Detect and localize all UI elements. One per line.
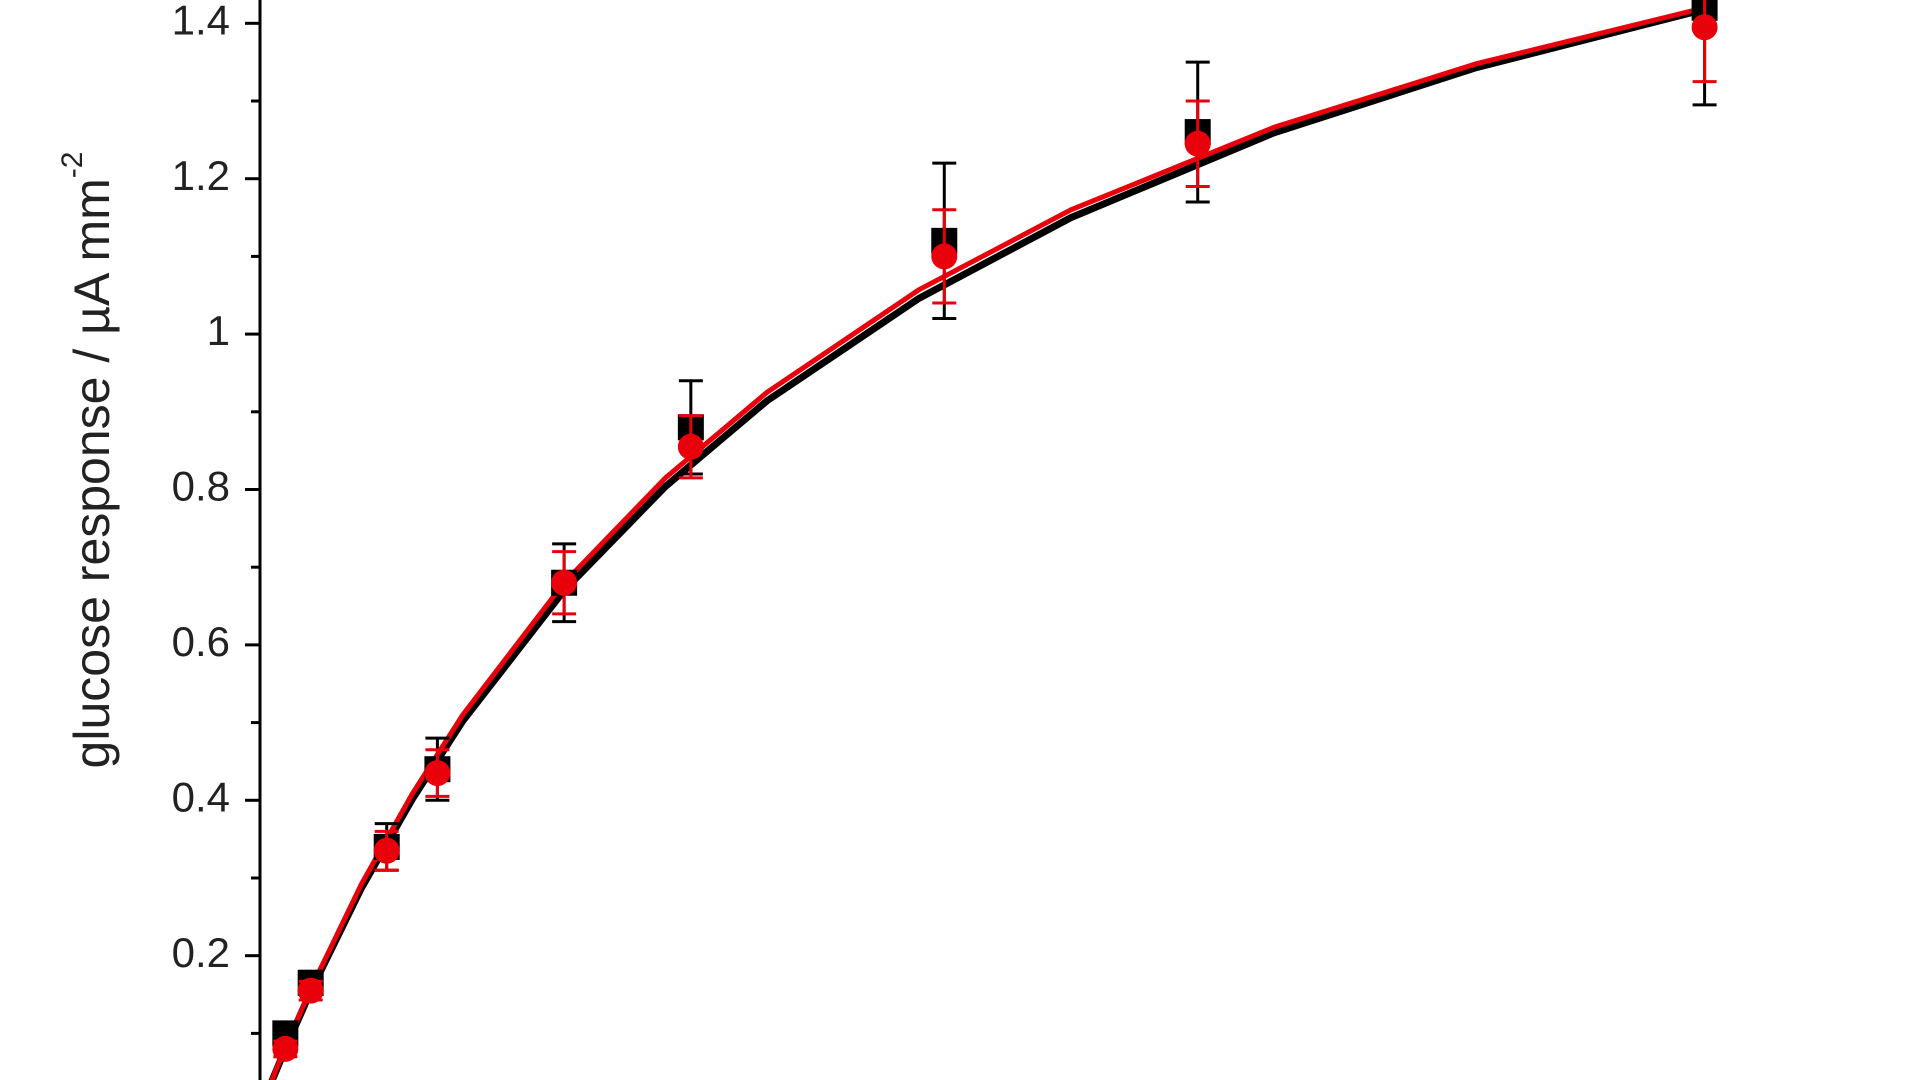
y-tick-label: 0.8 [172,463,230,510]
marker [297,977,324,1004]
marker [551,569,578,596]
y-tick-label: 1.4 [172,0,230,43]
fit-lines [268,5,1706,1080]
y-tick-label: 0.4 [172,773,230,820]
fit-line [268,5,1706,1080]
axes: 0.2 0.4 0.6 0.8 1 1.2 1.4 [172,0,262,1080]
marker [424,760,451,787]
y-tick-label: 1 [207,307,230,354]
marker [373,837,400,864]
y-axis-label-text: glucose response / µA mm [64,178,120,768]
points [272,0,1718,1062]
marker [272,1035,299,1062]
y-tick-label: 1.2 [172,152,230,199]
y-axis-label-superscript: -2 [56,152,89,179]
y-tick-label: 0.2 [172,929,230,976]
marker [1691,14,1718,41]
y-tick-label: 0.6 [172,618,230,665]
y-axis-label: glucose response / µA mm-2 [56,152,120,769]
marker [677,433,704,460]
fit-line [269,5,1706,1080]
marker [1184,130,1211,157]
marker [931,243,958,270]
